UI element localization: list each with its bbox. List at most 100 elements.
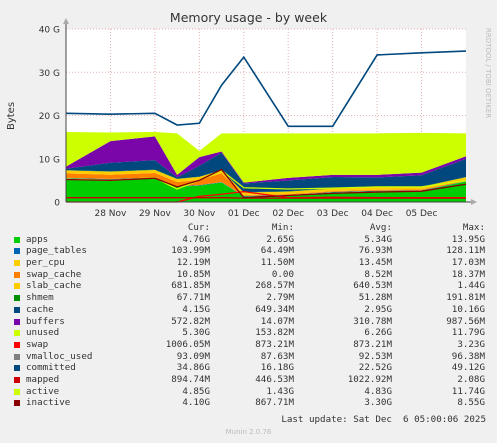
legend-cur: 4.85G bbox=[182, 385, 210, 397]
legend-name: unused bbox=[26, 327, 60, 339]
watermark: RRDTOOL / TOBI OETIKER bbox=[484, 28, 492, 118]
area-slab-cache bbox=[66, 169, 466, 196]
legend-cur: 894.74M bbox=[171, 373, 210, 385]
legend-cur: 4.76G bbox=[182, 233, 210, 245]
legend-avg: 5.34G bbox=[364, 233, 392, 245]
legend-min: 873.21M bbox=[255, 338, 294, 350]
legend-row: inactive 4.10G 867.71M 3.30G 8.55G bbox=[12, 397, 490, 409]
legend-cur: 103.99M bbox=[171, 245, 210, 257]
legend-avg: 92.53M bbox=[358, 350, 392, 362]
legend-name: committed bbox=[26, 362, 76, 374]
last-update: Last update: Sat Dec 6 05:00:06 2025 bbox=[281, 414, 486, 425]
legend-min: 2.79M bbox=[266, 292, 294, 304]
legend-row: shmem 67.71M 2.79M 51.28M 191.81M bbox=[12, 292, 490, 304]
legend-max: 11.74G bbox=[451, 385, 485, 397]
legend-avg: 1022.92M bbox=[347, 373, 392, 385]
legend-avg: 76.93M bbox=[358, 245, 392, 257]
legend-name: swap_cache bbox=[26, 268, 82, 280]
legend-header: Cur: Min: Avg: Max: bbox=[12, 222, 490, 234]
legend-cur: 681.85M bbox=[171, 280, 210, 292]
legend-avg: 3.30G bbox=[364, 397, 392, 409]
legend-max: 2.08G bbox=[457, 373, 485, 385]
legend-cur: 93.09M bbox=[176, 350, 210, 362]
legend-avg: 13.45M bbox=[358, 257, 392, 269]
legend-cur: 4.10G bbox=[182, 397, 210, 409]
legend-max: 18.37M bbox=[451, 268, 485, 280]
legend-min: 16.18G bbox=[260, 362, 294, 374]
legend-cur: 34.86G bbox=[176, 362, 210, 374]
legend: Cur: Min: Avg: Max: apps 4.76G 2.65G 5.34G 1… bbox=[12, 222, 490, 409]
legend-swatch bbox=[14, 248, 20, 255]
x-tick-label: 05 Dec bbox=[406, 209, 438, 219]
legend-avg: 8.52M bbox=[364, 268, 392, 280]
legend-min: 0.00 bbox=[271, 268, 294, 280]
area-swap-cache bbox=[66, 172, 466, 196]
legend-row: apps 4.76G 2.65G 5.34G 13.95G bbox=[12, 234, 490, 246]
legend-avg: 51.28M bbox=[358, 292, 392, 304]
legend-cur: 1006.05M bbox=[165, 338, 210, 350]
legend-cur: 10.85M bbox=[176, 268, 210, 280]
legend-min: 87.63M bbox=[260, 350, 294, 362]
munin-version: Munin 2.0.76 bbox=[225, 428, 272, 436]
x-tick-label: 02 Dec bbox=[272, 209, 304, 219]
legend-name: inactive bbox=[26, 397, 71, 409]
legend-row: unused 5.30G 153.82M 6.26G 11.79G bbox=[12, 327, 490, 339]
legend-swatch bbox=[14, 318, 20, 325]
legend-min: 1.43G bbox=[266, 385, 294, 397]
chart-title: Memory usage - by week bbox=[170, 10, 328, 25]
legend-max: 49.12G bbox=[451, 362, 485, 374]
legend-swatch bbox=[14, 260, 20, 267]
legend-min: 867.71M bbox=[255, 397, 294, 409]
legend-row: per_cpu 12.19M 11.50M 13.45M 17.03M bbox=[12, 257, 490, 269]
legend-avg: 873.21M bbox=[353, 338, 392, 350]
legend-swatch bbox=[14, 353, 20, 360]
y-tick-label: 40 G bbox=[39, 26, 60, 36]
legend-min: 64.49M bbox=[260, 245, 294, 257]
legend-cur: 5.30G bbox=[182, 327, 210, 339]
x-axis-arrow bbox=[471, 199, 477, 205]
x-tick-label: 04 Dec bbox=[361, 209, 393, 219]
legend-avg: 310.78M bbox=[353, 315, 392, 327]
legend-header-min: Min: bbox=[271, 222, 294, 233]
legend-name: swap bbox=[26, 338, 49, 350]
legend-max: 3.23G bbox=[457, 338, 485, 350]
memory-chart: 0 10 G 20 G 30 G 40 G 28 Nov 29 Nov 30 Nov 01 De… bbox=[6, 10, 492, 219]
legend-rows: apps 4.76G 2.65G 5.34G 13.95G page_tables 103.… bbox=[12, 234, 490, 409]
legend-max: 10.16G bbox=[451, 303, 485, 315]
legend-name: buffers bbox=[26, 315, 65, 327]
legend-avg: 22.52G bbox=[358, 362, 392, 374]
legend-avg: 4.83G bbox=[364, 385, 392, 397]
legend-max: 1.44G bbox=[457, 280, 485, 292]
legend-min: 649.34M bbox=[255, 303, 294, 315]
x-tick-label: 28 Nov bbox=[94, 209, 127, 219]
legend-min: 153.82M bbox=[255, 327, 294, 339]
legend-max: 96.38M bbox=[451, 350, 485, 362]
area-buffers bbox=[66, 136, 466, 184]
legend-row: committed 34.86G 16.18G 22.52G 49.12G bbox=[12, 362, 490, 374]
legend-cur: 12.19M bbox=[176, 257, 210, 269]
legend-swatch bbox=[14, 283, 20, 290]
legend-max: 8.55G bbox=[457, 397, 485, 409]
legend-avg: 2.95G bbox=[364, 303, 392, 315]
legend-name: page_tables bbox=[26, 245, 87, 257]
y-axis-label: Bytes bbox=[6, 102, 17, 130]
legend-name: slab_cache bbox=[26, 280, 82, 292]
legend-row: mapped 894.74M 446.53M 1022.92M 2.08G bbox=[12, 374, 490, 386]
y-tick-label: 30 G bbox=[39, 69, 60, 79]
legend-row: slab_cache 681.85M 268.57M 640.53M 1.44G bbox=[12, 280, 490, 292]
x-tick-label: 03 Dec bbox=[317, 209, 349, 219]
legend-header-cur: Cur: bbox=[187, 222, 210, 233]
area-unused bbox=[66, 132, 466, 183]
legend-name: mapped bbox=[26, 373, 60, 385]
legend-swatch bbox=[14, 306, 20, 313]
legend-cur: 4.15G bbox=[182, 303, 210, 315]
legend-row: vmalloc_used 93.09M 87.63M 92.53M 96.38M bbox=[12, 351, 490, 363]
legend-name: apps bbox=[26, 233, 49, 245]
legend-max: 191.81M bbox=[446, 292, 485, 304]
legend-min: 14.07M bbox=[260, 315, 294, 327]
line-committed bbox=[65, 50, 467, 128]
legend-max: 17.03M bbox=[451, 257, 485, 269]
x-tick-label: 01 Dec bbox=[228, 209, 260, 219]
legend-name: cache bbox=[26, 303, 54, 315]
y-axis-arrow bbox=[63, 18, 69, 24]
